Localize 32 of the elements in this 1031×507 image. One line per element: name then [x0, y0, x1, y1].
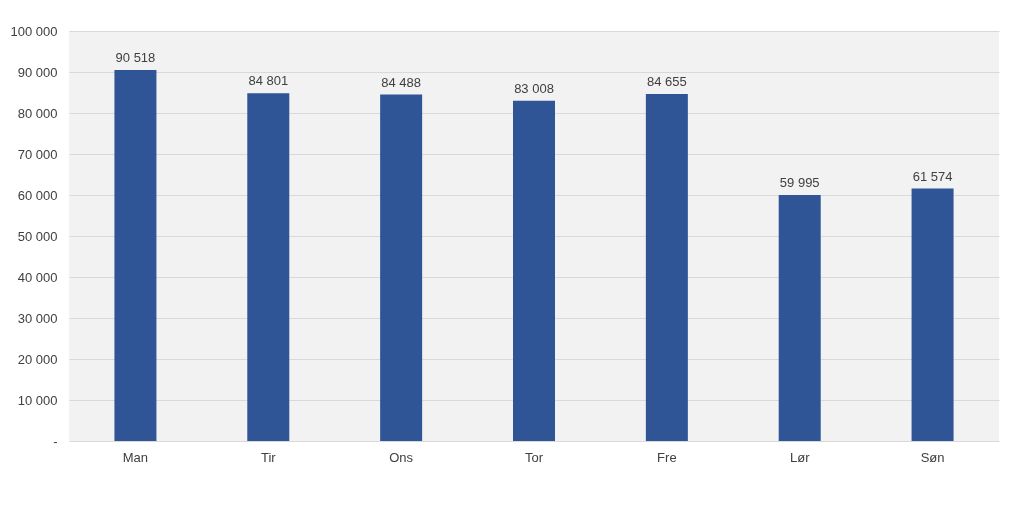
- bar: [513, 100, 555, 441]
- y-tick-label: -: [53, 433, 58, 449]
- y-tick-label: 90 000: [17, 64, 58, 80]
- data-label: 84 488: [381, 74, 422, 90]
- data-label: 61 574: [912, 168, 953, 184]
- y-tick-label: 80 000: [17, 105, 58, 121]
- y-tick-label: 30 000: [17, 310, 58, 326]
- x-tick-label: Man: [122, 449, 149, 465]
- y-tick-label: 10 000: [17, 392, 58, 408]
- bar: [911, 188, 954, 441]
- data-label: 84 801: [248, 73, 289, 89]
- x-tick-label: Tor: [524, 449, 544, 465]
- y-tick-label: 50 000: [17, 228, 58, 244]
- x-tick-label: Fre: [657, 449, 677, 465]
- x-tick-label: Søn: [920, 449, 945, 465]
- data-label: 84 655: [646, 73, 687, 89]
- y-tick-label: 100 000: [10, 23, 58, 39]
- bar: [645, 93, 688, 441]
- data-label: 59 995: [779, 175, 820, 191]
- y-tick-label: 70 000: [17, 146, 58, 162]
- bar: [380, 94, 423, 441]
- x-tick-label: Ons: [389, 449, 414, 465]
- y-tick-label: 60 000: [17, 187, 58, 203]
- bar: [778, 195, 821, 441]
- y-tick-label: 20 000: [17, 351, 58, 367]
- bar: [114, 69, 157, 441]
- bar: [247, 93, 290, 441]
- y-tick-label: 40 000: [17, 269, 58, 285]
- x-tick-label: Tir: [260, 449, 277, 465]
- data-label: 83 008: [514, 80, 554, 96]
- data-label: 90 518: [115, 49, 156, 65]
- x-tick-label: Lør: [789, 449, 811, 465]
